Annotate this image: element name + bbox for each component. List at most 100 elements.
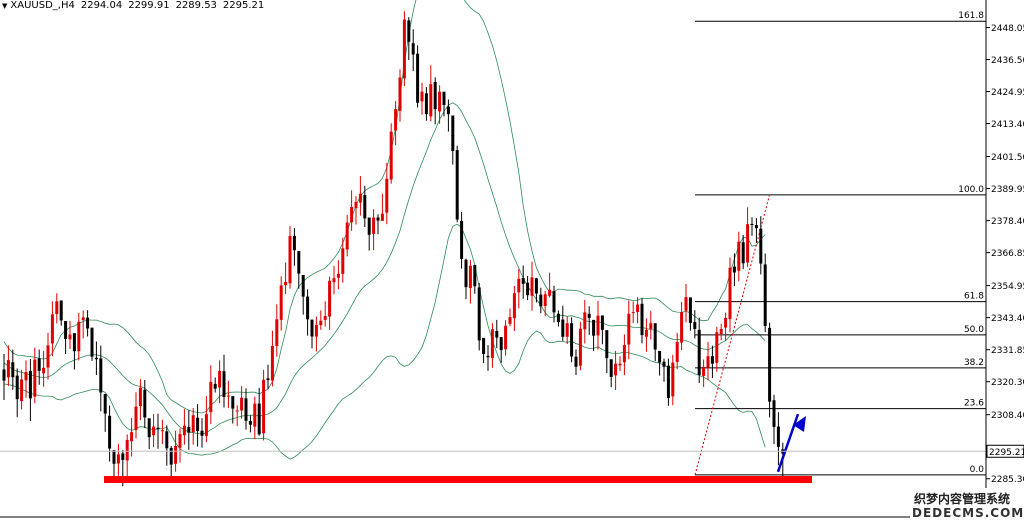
- candle-body: [94, 357, 98, 360]
- candle-body: [90, 327, 94, 357]
- candle-body: [235, 410, 239, 412]
- symbol-dropdown-icon[interactable]: ▼: [2, 2, 8, 10]
- candle-body: [411, 43, 415, 55]
- candle-body: [196, 417, 200, 432]
- candle-body: [108, 415, 112, 449]
- candle-body: [160, 430, 164, 432]
- candle-body: [517, 278, 521, 293]
- price-tick-label: 2343.40: [991, 314, 1024, 324]
- candle-body: [680, 312, 684, 343]
- candle-body: [451, 115, 455, 152]
- bollinger-upper: [3, 0, 766, 414]
- candle-body: [257, 403, 261, 435]
- candle-body: [68, 334, 72, 340]
- candle-body: [266, 378, 270, 381]
- candle-body: [200, 430, 204, 436]
- candle-body: [46, 345, 50, 368]
- candle-body: [204, 414, 208, 437]
- candle-body: [380, 213, 384, 221]
- candle-body: [50, 314, 54, 344]
- candle-body: [288, 236, 292, 284]
- candle-body: [143, 389, 147, 418]
- candle-body: [138, 387, 142, 407]
- candle-body: [99, 358, 103, 393]
- candle-body: [319, 320, 323, 326]
- candle-body: [552, 291, 556, 313]
- candle-body: [174, 446, 178, 464]
- candle-body: [759, 228, 763, 264]
- candle-body: [59, 300, 63, 321]
- candle-body: [688, 297, 692, 323]
- candle-body: [389, 131, 393, 180]
- candle-body: [218, 370, 222, 388]
- fib-level-label: 100.0: [958, 185, 984, 195]
- candle-body: [372, 217, 376, 234]
- candle-body: [310, 319, 314, 337]
- candle-body: [130, 432, 134, 442]
- candle-body: [746, 224, 750, 263]
- candle-body: [499, 337, 503, 351]
- candle-body: [20, 379, 24, 402]
- candle-body: [460, 220, 464, 259]
- candle-body: [301, 274, 305, 297]
- fib-level-label: 161.8: [958, 11, 984, 21]
- price-tick-label: 2436.50: [991, 56, 1024, 66]
- candle-body: [226, 395, 230, 397]
- candle-body: [631, 312, 635, 314]
- candle-body: [345, 222, 349, 250]
- candle-body: [521, 277, 525, 284]
- price-tick-label: 2389.95: [991, 185, 1024, 195]
- candle-body: [455, 150, 459, 220]
- candle-body: [367, 217, 371, 235]
- candle-body: [112, 450, 116, 464]
- candle-body: [715, 332, 719, 363]
- candle-body: [649, 323, 653, 330]
- candle-body: [37, 358, 41, 371]
- candle-body: [134, 406, 138, 430]
- candle-body: [556, 313, 560, 323]
- fib-level-label: 0.0: [970, 465, 985, 475]
- price-tick-label: 2308.40: [991, 411, 1024, 421]
- fib-trend-line: [694, 194, 771, 475]
- fib-level-label: 61.8: [964, 292, 984, 302]
- candle-body: [772, 400, 776, 427]
- candle-body: [534, 278, 538, 294]
- candle-body: [341, 248, 345, 274]
- candle-body: [402, 19, 406, 79]
- candle-body: [473, 264, 477, 287]
- low-value: 2289.53: [175, 0, 217, 11]
- candle-body: [385, 178, 389, 213]
- candle-body: [737, 241, 741, 271]
- candle-body: [213, 383, 217, 389]
- fib-level-label: 23.6: [964, 399, 984, 409]
- candle-body: [42, 367, 46, 374]
- price-tick-label: 2448.05: [991, 24, 1024, 34]
- candle-body: [636, 304, 640, 313]
- open-value: 2294.04: [80, 0, 123, 11]
- candles: [2, 11, 785, 487]
- candle-body: [358, 193, 362, 203]
- candle-body: [468, 265, 472, 288]
- watermark-domain: DEDECMS.COM: [912, 506, 1024, 520]
- candle-body: [724, 317, 728, 328]
- candle-body: [209, 381, 213, 413]
- candle-body: [565, 323, 569, 337]
- candle-body: [728, 267, 732, 320]
- candle-body: [754, 225, 758, 229]
- candle-body: [394, 109, 398, 131]
- candle-body: [429, 84, 433, 117]
- candle-body: [244, 398, 248, 421]
- support-line: [104, 476, 812, 484]
- candle-body: [297, 251, 301, 274]
- candle-body: [306, 296, 310, 320]
- candle-body: [416, 53, 420, 103]
- annotations: 2295.21: [0, 413, 1024, 484]
- up-right-arrow-icon: [776, 413, 800, 473]
- candle-body: [64, 320, 68, 339]
- candle-body: [508, 317, 512, 324]
- price-tick-label: 2401.50: [991, 153, 1024, 163]
- candle-body: [675, 342, 679, 363]
- candle-body: [732, 266, 736, 273]
- candle-body: [156, 427, 160, 430]
